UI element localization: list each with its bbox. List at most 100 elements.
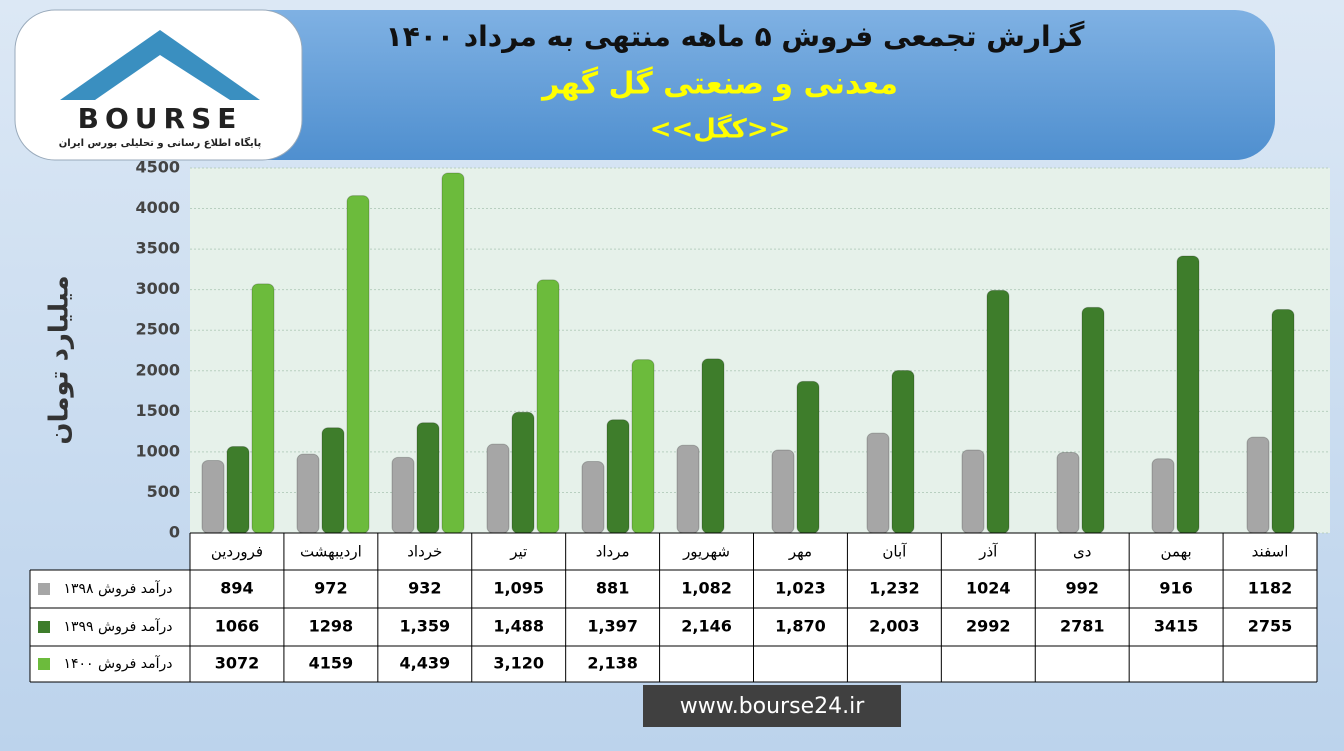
data-label: 1,232: [869, 579, 920, 598]
data-label: 1,095: [493, 579, 544, 598]
bar: [1056, 452, 1080, 534]
y-tick-label: 0: [169, 523, 180, 542]
bar: [986, 289, 1010, 534]
y-tick-label: 3500: [135, 239, 180, 258]
data-label: 932: [408, 579, 441, 598]
data-label: 1,870: [775, 617, 826, 636]
plot-area: [190, 168, 1330, 533]
data-label: 1,023: [775, 579, 826, 598]
x-tick-label: شهریور: [682, 543, 730, 561]
data-label: 3415: [1154, 617, 1199, 636]
chart-subtitle: معدنی و صنعتی گل گهر: [540, 66, 898, 102]
bar: [391, 456, 415, 534]
bar: [1081, 306, 1105, 534]
bar: [891, 370, 915, 534]
data-label: 992: [1066, 579, 1099, 598]
bar: [1176, 255, 1200, 534]
logo-text: BOURSE: [78, 102, 243, 135]
y-tick-label: 3000: [135, 279, 180, 298]
y-tick-label: 500: [147, 482, 180, 501]
data-label: 2755: [1248, 617, 1293, 636]
bar: [1246, 436, 1270, 534]
title-banner: [20, 10, 1275, 160]
data-label: 894: [220, 579, 253, 598]
bar: [1271, 309, 1295, 534]
y-tick-label: 4000: [135, 198, 180, 217]
bar: [1151, 458, 1175, 534]
data-label: 3,120: [493, 654, 544, 673]
x-tick-label: مهر: [788, 543, 812, 561]
bar: [536, 279, 560, 534]
bar: [346, 195, 370, 534]
y-axis-label: میلیارد تومان: [45, 275, 75, 444]
bar: [441, 172, 465, 534]
data-label: 3072: [215, 654, 260, 673]
bar: [701, 358, 725, 534]
data-label: 972: [314, 579, 347, 598]
legend-swatch: [38, 583, 50, 595]
legend-swatch: [38, 658, 50, 670]
table-bg: [30, 570, 190, 682]
x-tick-label: خرداد: [407, 543, 442, 561]
data-label: 916: [1159, 579, 1192, 598]
data-label: 1298: [309, 617, 354, 636]
logo-caption: پایگاه اطلاع رسانی و تحلیلی بورس ایران: [59, 136, 262, 149]
x-tick-label: آذر: [978, 543, 998, 561]
footer-url: www.bourse24.ir: [680, 694, 865, 719]
bar: [251, 283, 275, 534]
logo-box: [14, 9, 303, 161]
bar: [296, 453, 320, 534]
data-label: 2781: [1060, 617, 1105, 636]
x-tick-label: بهمن: [1161, 543, 1192, 561]
x-tick-label: آبان: [882, 543, 907, 561]
x-tick-label: دی: [1073, 543, 1091, 561]
ticker: <<کگل>>: [650, 114, 791, 145]
data-label: 2992: [966, 617, 1011, 636]
x-tick-label: فروردین: [211, 543, 263, 561]
data-label: 2,146: [681, 617, 732, 636]
legend-label: درآمد فروش ۱۳۹۸: [64, 580, 173, 597]
data-label: 881: [596, 579, 629, 598]
data-label: 1,488: [493, 617, 544, 636]
bar: [771, 449, 795, 534]
footer-box: [643, 685, 901, 727]
bar: [416, 422, 440, 534]
data-label: 2,138: [587, 654, 638, 673]
legend-label: درآمد فروش ۱۴۰۰: [64, 655, 173, 672]
data-label: 4159: [309, 654, 354, 673]
data-label: 1,082: [681, 579, 732, 598]
logo-shape: [60, 30, 260, 100]
x-tick-label: تیر: [509, 543, 527, 561]
data-label: 4,439: [399, 654, 450, 673]
x-tick-label: اردیبهشت: [300, 543, 362, 561]
x-tick-label: اسفند: [1252, 543, 1289, 561]
bar: [321, 427, 345, 534]
data-label: 1024: [966, 579, 1011, 598]
data-label: 1182: [1248, 579, 1293, 598]
y-tick-label: 4500: [135, 158, 180, 177]
bar: [581, 461, 605, 534]
bar: [486, 443, 510, 534]
bar: [201, 459, 225, 534]
legend-swatch: [38, 621, 50, 633]
bar: [866, 432, 890, 534]
y-tick-label: 1000: [135, 441, 180, 460]
bar: [511, 411, 535, 534]
y-tick-label: 2500: [135, 320, 180, 339]
data-label: 1,397: [587, 617, 638, 636]
chart-title: گزارش تجمعی فروش ۵ ماهه منتهی به مرداد ۱…: [386, 20, 1085, 53]
bar: [676, 444, 700, 534]
bar: [631, 359, 655, 534]
data-label: 1,359: [399, 617, 450, 636]
y-tick-label: 1500: [135, 401, 180, 420]
bar: [796, 380, 820, 534]
bar: [606, 419, 630, 534]
legend-label: درآمد فروش ۱۳۹۹: [64, 618, 173, 635]
data-label: 1066: [215, 617, 260, 636]
data-label: 2,003: [869, 617, 920, 636]
bar: [226, 446, 250, 534]
bar: [961, 449, 985, 534]
x-tick-label: مرداد: [596, 543, 630, 561]
y-tick-label: 2000: [135, 360, 180, 379]
